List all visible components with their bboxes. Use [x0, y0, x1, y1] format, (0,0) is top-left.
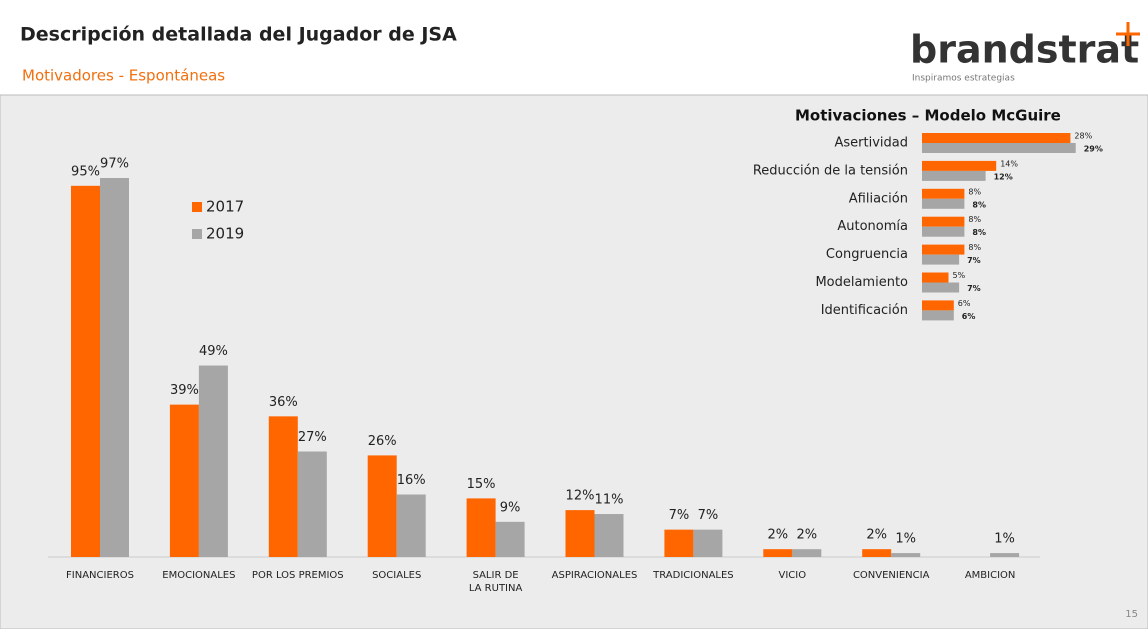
value-label: 14% — [1000, 159, 1018, 168]
bar — [922, 300, 954, 311]
x-tick-label: TRADICIONALES — [652, 570, 734, 581]
bar — [891, 553, 921, 557]
value-label: 26% — [368, 434, 397, 449]
legend-label: 2017 — [206, 198, 244, 216]
bar — [862, 549, 892, 557]
bar — [268, 416, 298, 557]
value-label: 7% — [669, 508, 690, 523]
value-label: 8% — [972, 200, 986, 209]
bar — [922, 244, 965, 255]
x-tick-label: SOCIALES — [372, 570, 421, 581]
value-label: 1% — [895, 532, 916, 547]
y-tick-label: Identificación — [821, 303, 908, 318]
bar — [594, 514, 624, 557]
y-tick-label: Modelamiento — [815, 275, 908, 290]
x-tick-label: VICIO — [779, 570, 807, 581]
bar — [922, 254, 960, 265]
bar — [922, 272, 949, 283]
value-label: 8% — [972, 228, 986, 237]
value-label: 8% — [968, 187, 981, 196]
bar — [466, 498, 496, 557]
y-tick-label: Afiliación — [849, 191, 908, 206]
slide-subtitle: Motivadores - Espontáneas — [22, 67, 225, 85]
bar — [922, 282, 960, 293]
x-tick-label: CONVENIENCIA — [853, 570, 930, 581]
value-label: 7% — [967, 284, 981, 293]
bar — [693, 529, 723, 557]
value-label: 12% — [566, 489, 595, 504]
bar — [100, 178, 129, 557]
value-label: 6% — [962, 312, 976, 321]
bar — [922, 143, 1076, 153]
slide-title: Descripción detallada del Jugador de JSA — [20, 24, 457, 46]
y-tick-label: Autonomía — [837, 219, 908, 234]
value-label: 7% — [967, 256, 981, 265]
legend-label: 2019 — [206, 225, 244, 243]
value-label: 2% — [767, 528, 788, 543]
bar — [367, 455, 397, 557]
value-label: 5% — [953, 271, 966, 280]
inset-title: Motivaciones – Modelo McGuire — [795, 107, 1061, 125]
bar — [565, 510, 595, 557]
bar — [922, 188, 965, 199]
value-label: 8% — [968, 243, 981, 252]
x-tick-label: POR LOS PREMIOS — [252, 570, 344, 581]
bar — [922, 226, 965, 237]
bar — [792, 549, 822, 557]
bar — [198, 365, 228, 557]
bar — [664, 529, 694, 557]
value-label: 36% — [269, 395, 298, 410]
y-tick-label: Reducción de la tensión — [753, 163, 908, 178]
value-label: 97% — [100, 157, 129, 172]
value-label: 12% — [994, 172, 1013, 181]
bar — [763, 549, 793, 557]
bar — [990, 553, 1020, 557]
value-label: 2% — [796, 528, 817, 543]
x-tick-label: FINANCIEROS — [66, 570, 134, 581]
x-tick-label: ASPIRACIONALES — [552, 570, 638, 581]
page-number: 15 — [1125, 609, 1138, 620]
bar — [922, 160, 997, 171]
value-label: 49% — [199, 344, 228, 359]
y-tick-label: Asertividad — [835, 136, 909, 151]
y-tick-label: Congruencia — [826, 247, 908, 262]
bar — [396, 494, 426, 557]
bar — [169, 404, 199, 557]
logo-plus — [1116, 22, 1140, 46]
value-label: 27% — [298, 430, 327, 445]
value-label: 6% — [958, 299, 971, 308]
value-label: 95% — [71, 164, 100, 179]
bar — [922, 216, 965, 227]
bar — [922, 310, 954, 321]
bar — [495, 521, 525, 557]
value-label: 7% — [698, 508, 719, 523]
value-label: 8% — [968, 215, 981, 224]
x-tick-label: EMOCIONALES — [162, 570, 235, 581]
value-label: 1% — [994, 532, 1015, 547]
bar — [922, 133, 1071, 143]
value-label: 9% — [500, 500, 521, 515]
x-tick-label: AMBICION — [965, 570, 1016, 581]
legend-swatch — [192, 202, 202, 212]
logo-tagline: Inspiramos estrategias — [912, 74, 1015, 84]
legend-swatch — [192, 229, 202, 239]
x-tick-label: SALIR DE LA RUTINA — [469, 570, 523, 594]
value-label: 11% — [595, 493, 624, 508]
value-label: 29% — [1084, 145, 1103, 154]
bar — [297, 451, 327, 557]
value-label: 16% — [397, 473, 426, 488]
value-label: 2% — [866, 528, 887, 543]
value-label: 39% — [170, 383, 199, 398]
bar — [71, 185, 100, 557]
logo: brandstrat — [910, 28, 1139, 72]
bar — [922, 198, 965, 209]
value-label: 15% — [467, 477, 496, 492]
bar — [922, 170, 986, 181]
value-label: 28% — [1074, 132, 1092, 141]
